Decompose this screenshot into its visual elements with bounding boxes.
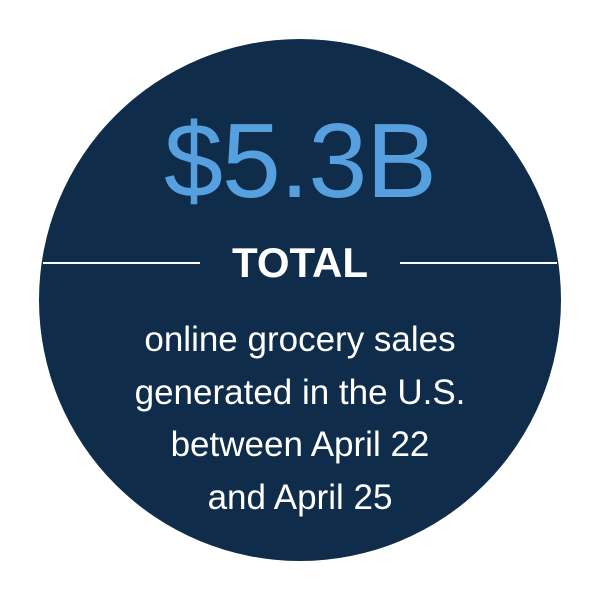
stat-value: $5.3B	[163, 102, 437, 220]
stat-label: TOTAL	[231, 239, 369, 286]
stat-description: online grocery sales generated in the U.…	[0, 314, 600, 524]
description-line: generated in the U.S.	[134, 372, 466, 412]
description-line: between April 22	[170, 425, 430, 464]
divider-right	[400, 262, 557, 264]
description-line: online grocery sales	[144, 320, 456, 359]
description-line: and April 25	[207, 477, 393, 517]
stat-circle	[39, 39, 561, 561]
divider-left	[43, 262, 200, 264]
